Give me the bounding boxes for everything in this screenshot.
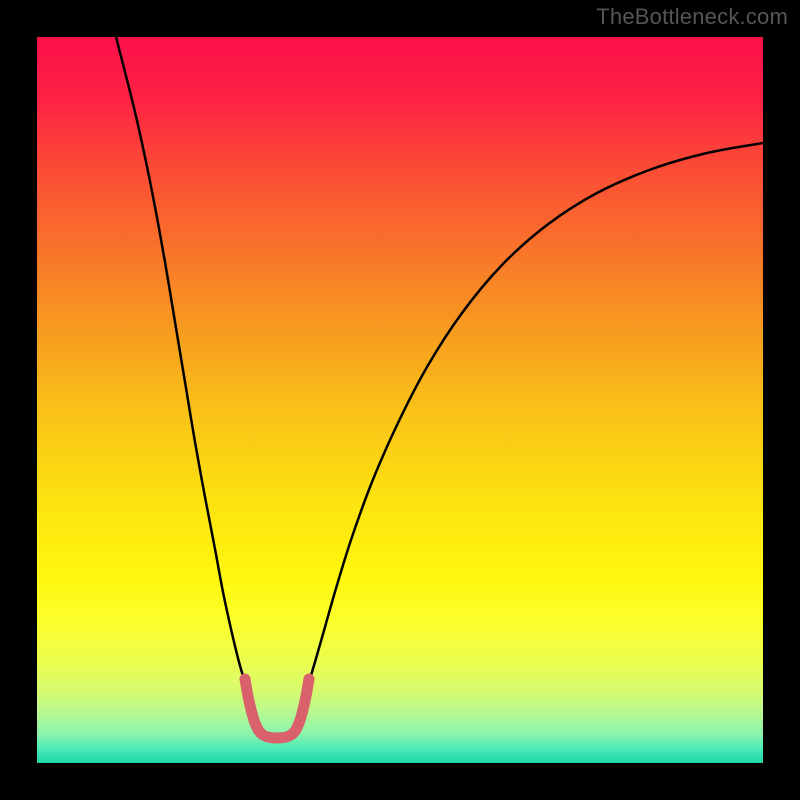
watermark-text: TheBottleneck.com [596,4,788,30]
chart-background-gradient [37,37,763,763]
chart-plot-area [37,37,763,763]
chart-svg [37,37,763,763]
